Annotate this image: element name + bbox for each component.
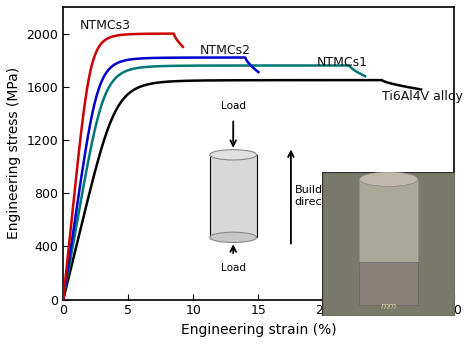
Text: mm: mm: [381, 302, 397, 311]
Text: NTMCs1: NTMCs1: [317, 56, 368, 69]
Y-axis label: Engineering stress (MPa): Engineering stress (MPa): [7, 67, 21, 239]
Text: Load: Load: [221, 263, 246, 273]
Text: NTMCs2: NTMCs2: [200, 44, 251, 57]
Bar: [359, 261, 418, 305]
Text: Ti6Al4V alloy: Ti6Al4V alloy: [382, 89, 463, 103]
Ellipse shape: [210, 150, 257, 160]
Text: Load: Load: [221, 101, 246, 111]
X-axis label: Engineering strain (%): Engineering strain (%): [181, 323, 336, 337]
Text: Building
direction: Building direction: [295, 185, 344, 207]
Text: NTMCs3: NTMCs3: [80, 19, 131, 32]
Bar: [210, 155, 257, 237]
Ellipse shape: [359, 172, 418, 186]
Ellipse shape: [210, 232, 257, 243]
Bar: [359, 179, 418, 266]
